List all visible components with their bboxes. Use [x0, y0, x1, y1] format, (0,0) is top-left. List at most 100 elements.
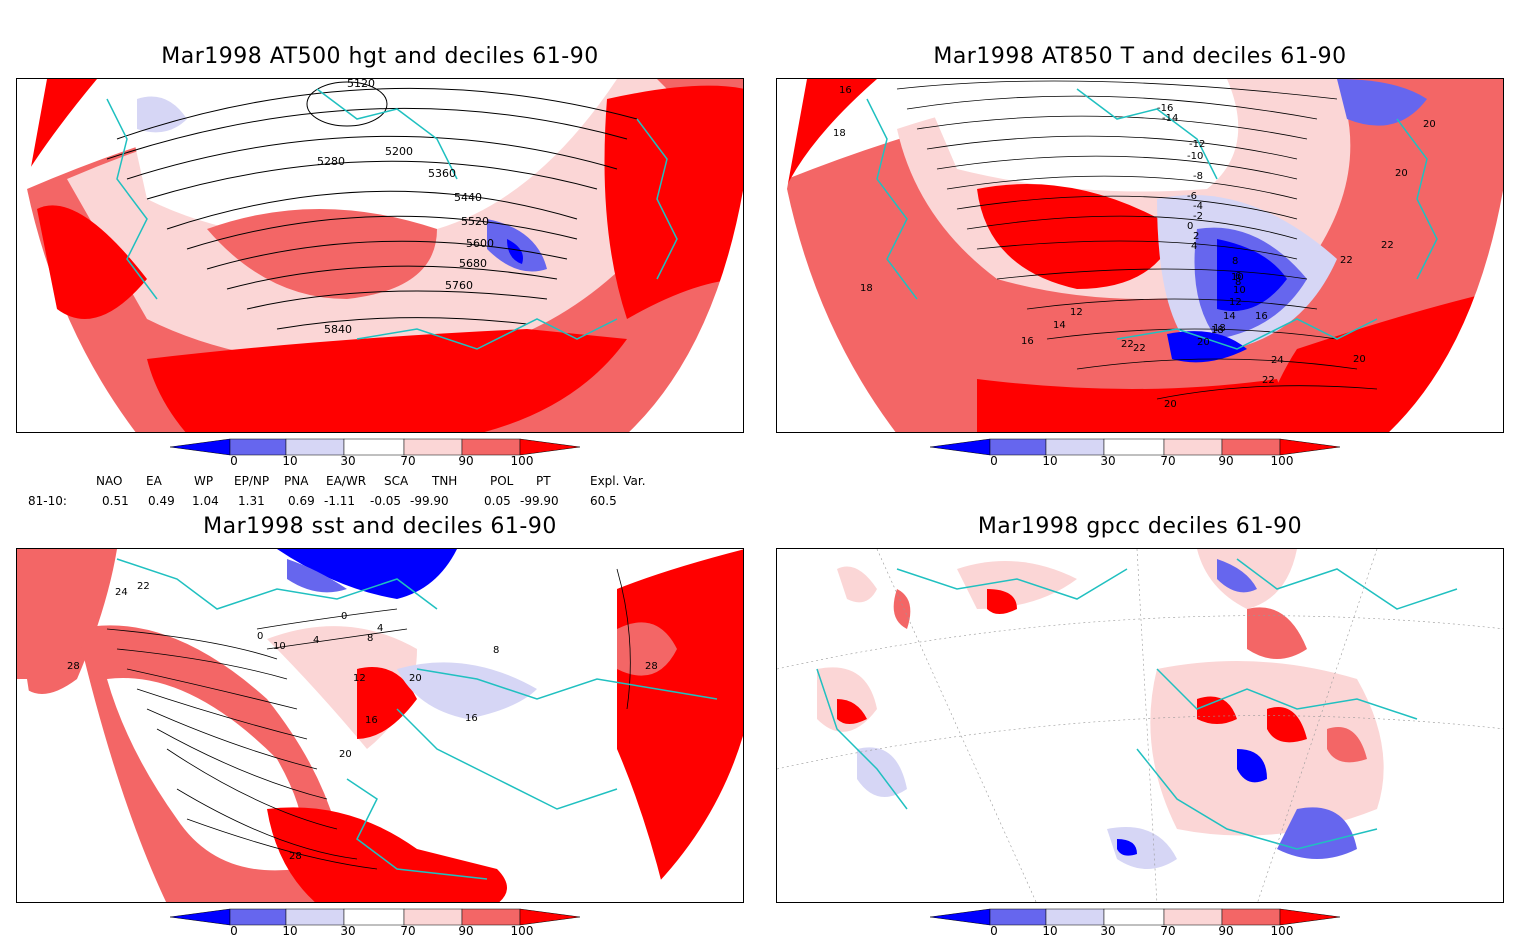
contour-label: 22: [1133, 343, 1146, 354]
colorbar-tick-label: 0: [990, 924, 998, 938]
colorbar-arrow-high: [1279, 908, 1341, 926]
index-value: -1.11: [324, 494, 356, 508]
colorbar-tick-label: 0: [990, 454, 998, 468]
contour-label: 18: [1213, 323, 1226, 334]
colorbar-tick-label: 10: [282, 454, 298, 468]
contour-labels: 24 22 28 0 10 4 0 8 4 12 16 20 28 16 8 2…: [67, 581, 658, 862]
contour-label: 5280: [317, 155, 345, 168]
colorbar-tick-label: 100: [1270, 454, 1294, 468]
index-header: PNA: [284, 474, 309, 488]
colorbar-segment: [989, 438, 1047, 456]
colorbar-segment: [229, 438, 287, 456]
colorbar-swatches: [929, 438, 1341, 456]
panel-title-t850: Mar1998 AT850 T and deciles 61-90: [933, 44, 1347, 69]
colorbar-segment: [1221, 908, 1281, 926]
contour-label: 8: [1232, 256, 1238, 267]
index-header: EP/NP: [234, 474, 270, 488]
colorbar-segment: [1103, 438, 1165, 456]
colorbar-swatches: [169, 438, 581, 456]
contour-label: 16: [1255, 311, 1268, 322]
colorbar-t850: 0 10 30 70 90 100: [929, 438, 1350, 478]
coastlines: [816, 558, 1458, 850]
colorbar-segment: [1163, 908, 1223, 926]
colorbar-tick-label: 10: [282, 924, 298, 938]
colorbar-segment: [461, 908, 521, 926]
contour-label: 28: [67, 661, 80, 672]
decile-fill: [17, 79, 743, 432]
contour-label: 6: [1235, 271, 1241, 282]
contour-label: 12: [1070, 307, 1083, 318]
contour-label: 4: [1191, 241, 1197, 252]
index-value: 0.51: [102, 494, 129, 508]
contour-label: 16: [1021, 336, 1034, 347]
colorbar-segment: [1163, 438, 1223, 456]
index-header: EA/WR: [326, 474, 367, 488]
coastlines: [866, 88, 1438, 350]
colorbar-tick-label: 100: [510, 454, 534, 468]
decile-fill: [17, 549, 743, 902]
contour-label: -10: [1187, 151, 1203, 162]
colorbar-gpcc: 0 10 30 70 90 100: [929, 908, 1350, 948]
colorbar-arrow-high: [519, 908, 581, 926]
colorbar-tick-label: 30: [1100, 924, 1116, 938]
contour-labels: 5120 5200 5280 5360 5440 5520 5600 5680 …: [317, 79, 494, 336]
contour-label: 18: [860, 283, 873, 294]
index-header: PT: [536, 474, 551, 488]
colorbar-arrow-high: [519, 438, 581, 456]
colorbar-segment: [989, 908, 1047, 926]
contour-label: 18: [833, 128, 846, 139]
contour-label: 16: [839, 85, 852, 96]
contour-label: 14: [1053, 320, 1066, 331]
sst-contours: [106, 568, 631, 870]
index-header: EA: [146, 474, 162, 488]
colorbar-arrow-low: [929, 908, 991, 926]
map-panel-t850: 16 18 18 20 20 22 22 20 22 24 22 20 18 1…: [776, 78, 1504, 433]
contour-label: 5120: [347, 79, 375, 90]
colorbar-hgt: 0 10 30 70 90 100: [169, 438, 590, 478]
panel-title-gpcc: Mar1998 gpcc deciles 61-90: [977, 514, 1303, 539]
contour-label: 0: [1187, 221, 1193, 232]
colorbar-segment: [461, 438, 521, 456]
panel-title-hgt: Mar1998 AT500 hgt and deciles 61-90: [161, 44, 599, 69]
colorbar-tick-label: 100: [1270, 924, 1294, 938]
colorbar-segment: [229, 908, 287, 926]
index-value: 0.05: [484, 494, 511, 508]
contour-label: 5600: [466, 237, 494, 250]
colorbar-swatches: [169, 908, 581, 926]
colorbar-tick-label: 100: [510, 924, 534, 938]
contour-label: 8: [367, 633, 373, 644]
contour-label: 4: [313, 635, 319, 646]
index-value: 1.04: [192, 494, 219, 508]
colorbar-segment: [285, 438, 345, 456]
decile-fill: [777, 79, 1503, 432]
contour-label: -6: [1187, 191, 1197, 202]
colorbar-tick-label: 0: [230, 924, 238, 938]
index-header: WP: [194, 474, 214, 488]
index-value: -0.05: [370, 494, 402, 508]
colorbar-tick-label: 10: [1042, 924, 1058, 938]
colorbar-tick-label: 90: [458, 454, 474, 468]
map-panel-sst: 24 22 28 0 10 4 0 8 4 12 16 20 28 16 8 2…: [16, 548, 744, 903]
colorbar-segment: [285, 908, 345, 926]
colorbar-arrow-low: [929, 438, 991, 456]
contour-label: -14: [1162, 113, 1178, 124]
contour-label: 5520: [461, 215, 489, 228]
contour-label: 20: [339, 749, 352, 760]
contour-label: 10: [1231, 272, 1244, 283]
map-panel-gpcc: [776, 548, 1504, 903]
index-row-label: 81-10:: [28, 494, 67, 508]
colorbar-tick-label: 70: [400, 924, 416, 938]
contour-label: -2: [1193, 211, 1203, 222]
index-header: NAO: [96, 474, 123, 488]
index-value: 0.69: [288, 494, 315, 508]
colorbar-tick-label: 70: [400, 454, 416, 468]
contour-label: 22: [1381, 240, 1394, 251]
contour-label: 22: [137, 581, 150, 592]
contour-label: 16: [465, 713, 478, 724]
index-header: SCA: [384, 474, 409, 488]
contour-label: 10: [273, 641, 286, 652]
contour-label: 22: [1340, 255, 1353, 266]
contour-label: -8: [1193, 171, 1203, 182]
contour-label: 20: [1164, 399, 1177, 410]
contour-label: 5840: [324, 323, 352, 336]
